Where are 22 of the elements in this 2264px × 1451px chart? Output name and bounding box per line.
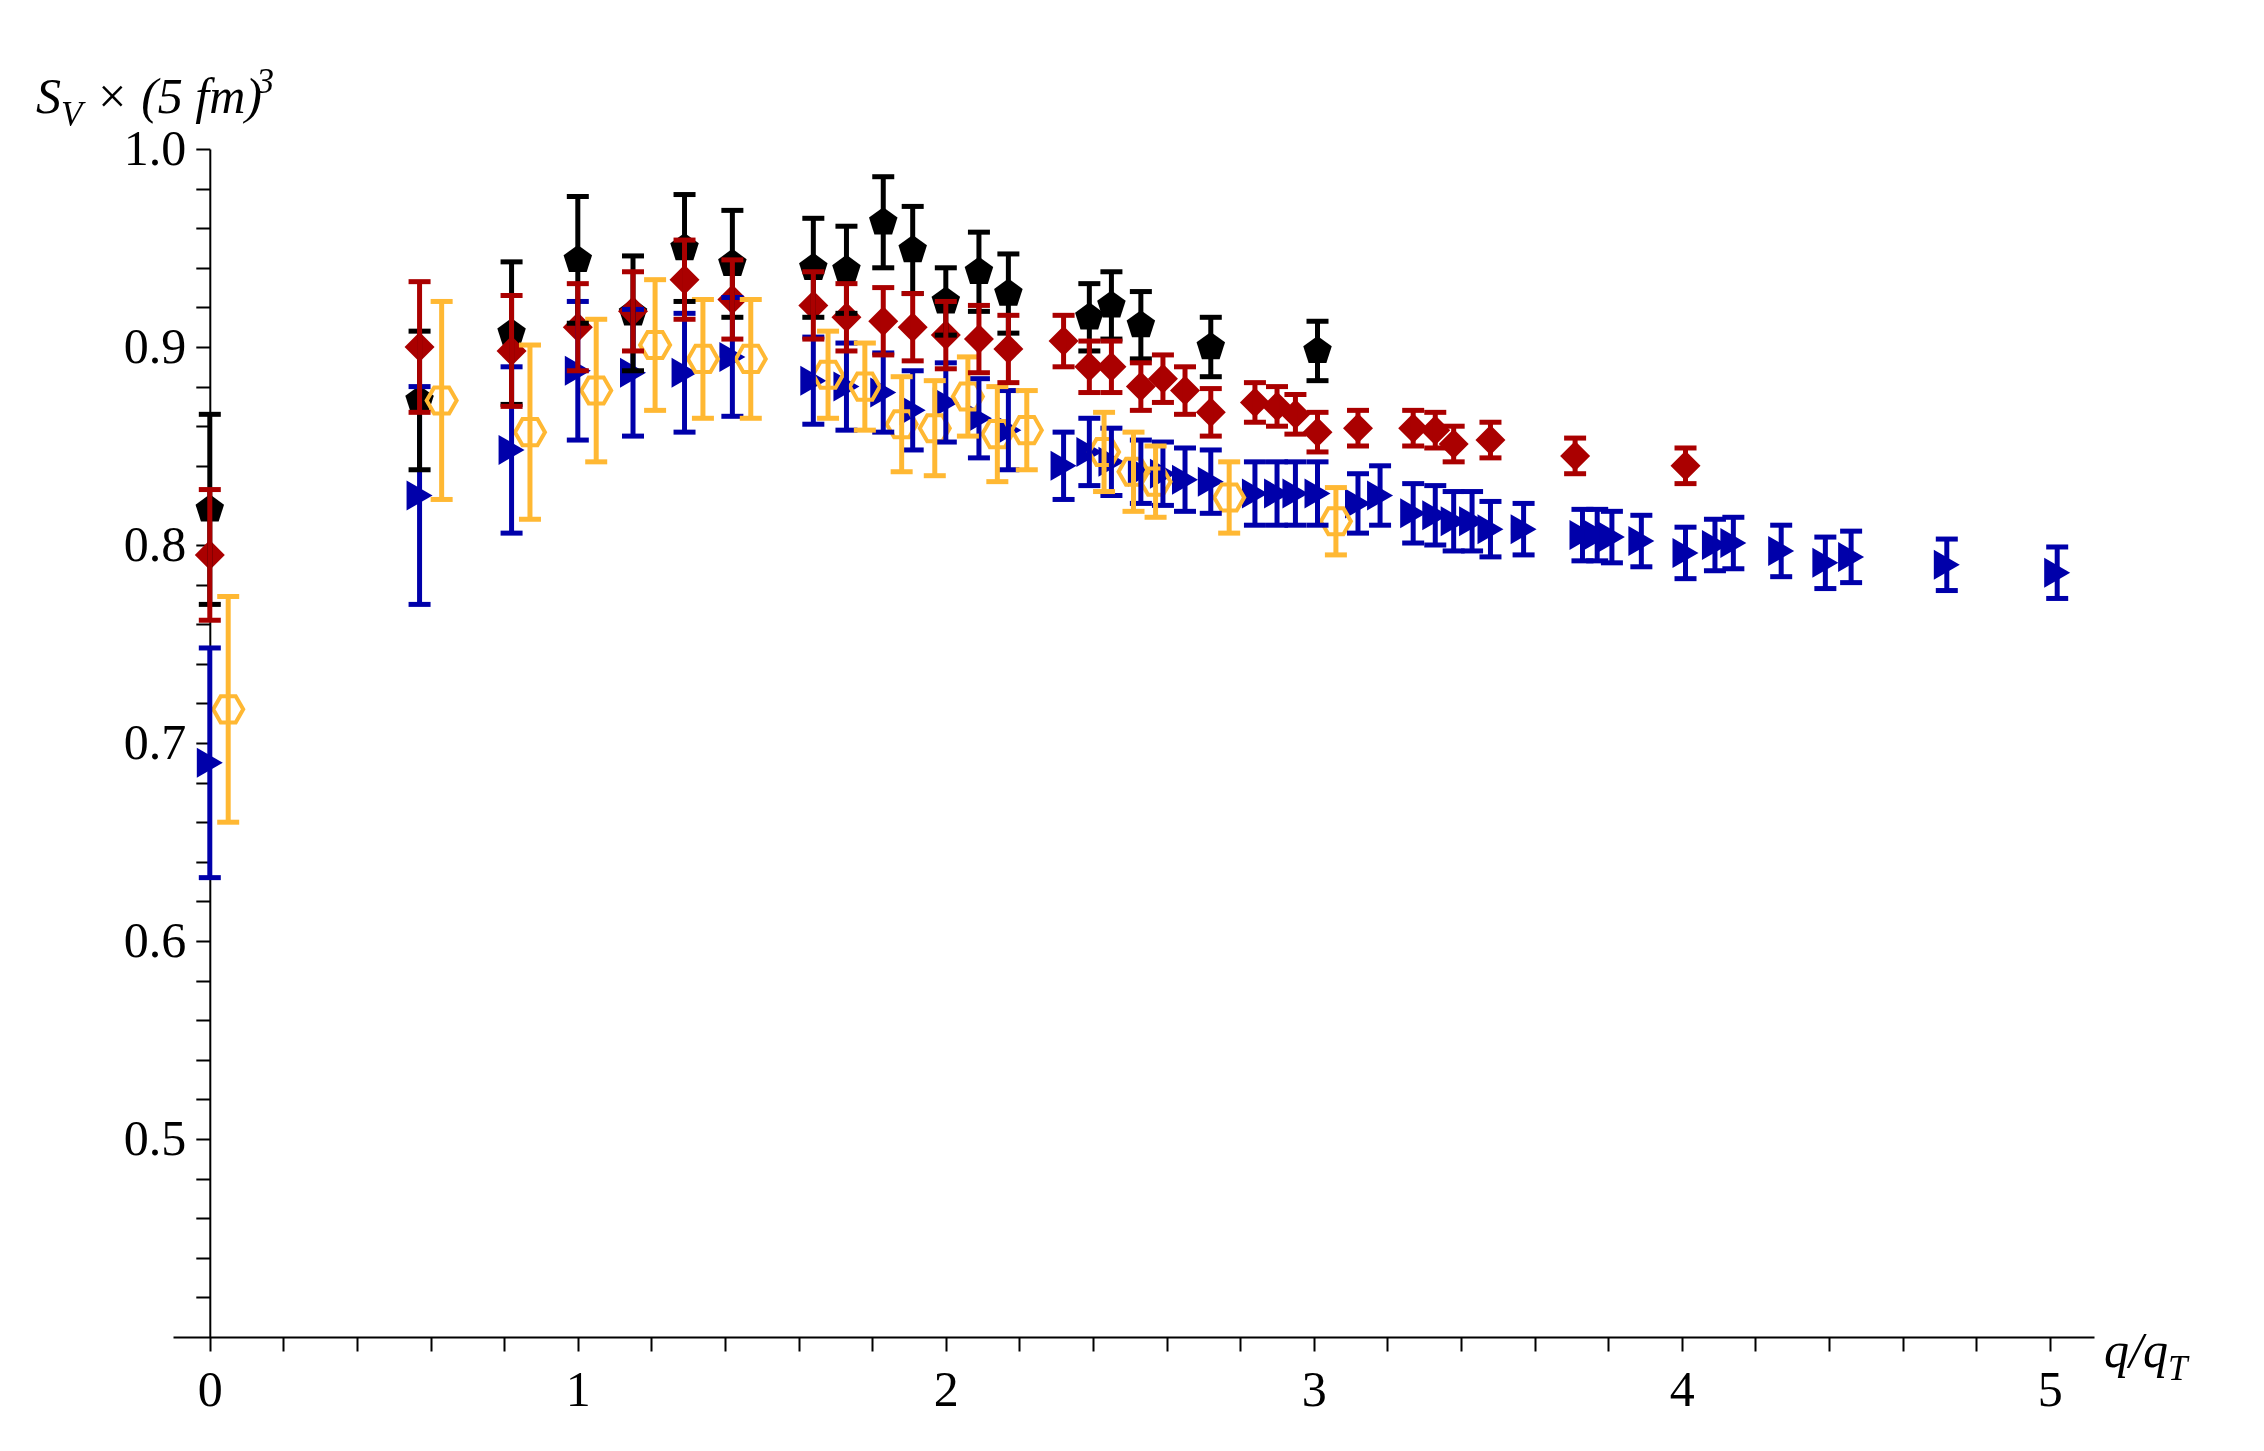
point <box>579 375 614 406</box>
point <box>1318 506 1353 537</box>
y-tick-label: 0.5 <box>123 1109 187 1166</box>
point <box>685 343 720 374</box>
x-tick-label: 4 <box>1669 1360 1695 1417</box>
point <box>1009 415 1044 446</box>
x-tick-label: 0 <box>197 1360 223 1417</box>
point <box>211 694 246 725</box>
point <box>1212 482 1247 513</box>
y-tick-label: 0.7 <box>123 713 187 770</box>
point <box>512 417 547 448</box>
point <box>638 329 673 361</box>
point <box>733 343 768 374</box>
y-tick-label: 0.8 <box>123 515 187 572</box>
x-tick-label: 1 <box>565 1360 591 1417</box>
y-tick-label: 0.6 <box>123 911 187 968</box>
point <box>424 385 459 416</box>
x-tick-label: 5 <box>2037 1360 2063 1417</box>
y-tick-label: 0.9 <box>123 317 187 374</box>
x-tick-label: 3 <box>1301 1360 1327 1417</box>
x-tick-label: 2 <box>933 1360 959 1417</box>
point <box>847 371 882 402</box>
